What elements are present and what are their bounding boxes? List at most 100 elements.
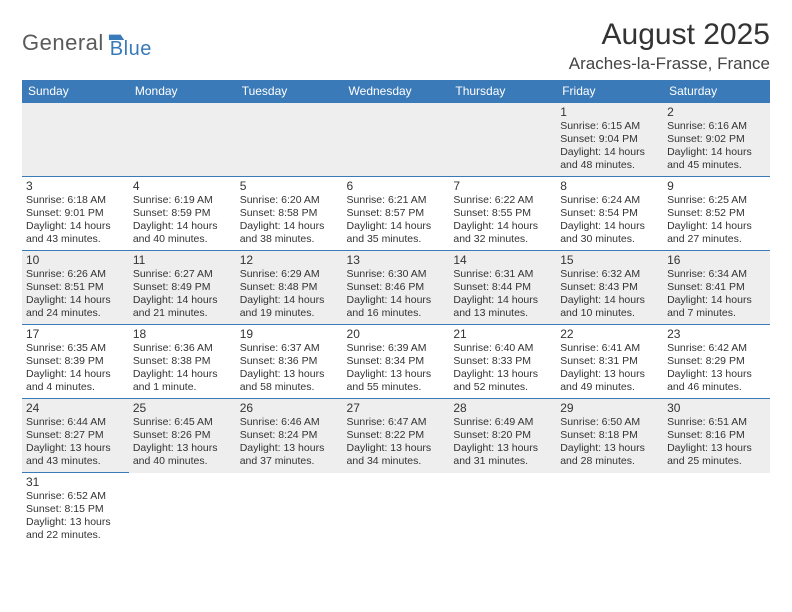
weekday-header-row: Sunday Monday Tuesday Wednesday Thursday… xyxy=(22,80,770,103)
sunset-text: Sunset: 8:24 PM xyxy=(240,429,339,442)
sunset-text: Sunset: 8:36 PM xyxy=(240,355,339,368)
daylight-text: and 43 minutes. xyxy=(26,455,125,468)
sunset-text: Sunset: 8:57 PM xyxy=(347,207,446,220)
calendar-day-cell: 28Sunrise: 6:49 AMSunset: 8:20 PMDayligh… xyxy=(449,399,556,473)
daylight-text: Daylight: 14 hours xyxy=(560,146,659,159)
header: General Blue August 2025 Araches-la-Fras… xyxy=(22,18,770,74)
calendar-day-cell: 10Sunrise: 6:26 AMSunset: 8:51 PMDayligh… xyxy=(22,251,129,325)
daylight-text: Daylight: 13 hours xyxy=(240,368,339,381)
calendar-day-cell xyxy=(129,103,236,177)
day-number: 24 xyxy=(26,401,125,415)
sunset-text: Sunset: 8:27 PM xyxy=(26,429,125,442)
day-number: 17 xyxy=(26,327,125,341)
daylight-text: Daylight: 14 hours xyxy=(347,294,446,307)
day-number: 6 xyxy=(347,179,446,193)
calendar-day-cell: 26Sunrise: 6:46 AMSunset: 8:24 PMDayligh… xyxy=(236,399,343,473)
calendar-day-cell xyxy=(236,103,343,177)
calendar-table: Sunday Monday Tuesday Wednesday Thursday… xyxy=(22,80,770,547)
sunset-text: Sunset: 8:22 PM xyxy=(347,429,446,442)
calendar-day-cell: 21Sunrise: 6:40 AMSunset: 8:33 PMDayligh… xyxy=(449,325,556,399)
daylight-text: Daylight: 13 hours xyxy=(26,516,125,529)
sunrise-text: Sunrise: 6:29 AM xyxy=(240,268,339,281)
daylight-text: Daylight: 14 hours xyxy=(26,220,125,233)
day-number: 26 xyxy=(240,401,339,415)
calendar-day-cell xyxy=(556,473,663,547)
calendar-day-cell: 23Sunrise: 6:42 AMSunset: 8:29 PMDayligh… xyxy=(663,325,770,399)
sunset-text: Sunset: 8:20 PM xyxy=(453,429,552,442)
sunset-text: Sunset: 8:55 PM xyxy=(453,207,552,220)
calendar-day-cell: 4Sunrise: 6:19 AMSunset: 8:59 PMDaylight… xyxy=(129,177,236,251)
daylight-text: Daylight: 14 hours xyxy=(133,368,232,381)
calendar-day-cell: 18Sunrise: 6:36 AMSunset: 8:38 PMDayligh… xyxy=(129,325,236,399)
daylight-text: Daylight: 13 hours xyxy=(347,368,446,381)
calendar-day-cell: 15Sunrise: 6:32 AMSunset: 8:43 PMDayligh… xyxy=(556,251,663,325)
sunset-text: Sunset: 8:51 PM xyxy=(26,281,125,294)
calendar-day-cell: 3Sunrise: 6:18 AMSunset: 9:01 PMDaylight… xyxy=(22,177,129,251)
day-number: 14 xyxy=(453,253,552,267)
weekday-header: Monday xyxy=(129,80,236,103)
sunrise-text: Sunrise: 6:18 AM xyxy=(26,194,125,207)
daylight-text: and 40 minutes. xyxy=(133,455,232,468)
daylight-text: and 52 minutes. xyxy=(453,381,552,394)
sunset-text: Sunset: 8:52 PM xyxy=(667,207,766,220)
daylight-text: and 10 minutes. xyxy=(560,307,659,320)
day-number: 8 xyxy=(560,179,659,193)
day-number: 1 xyxy=(560,105,659,119)
daylight-text: Daylight: 14 hours xyxy=(240,220,339,233)
sunrise-text: Sunrise: 6:39 AM xyxy=(347,342,446,355)
day-number: 4 xyxy=(133,179,232,193)
calendar-day-cell xyxy=(22,103,129,177)
daylight-text: Daylight: 14 hours xyxy=(453,294,552,307)
daylight-text: and 1 minute. xyxy=(133,381,232,394)
sunset-text: Sunset: 8:46 PM xyxy=(347,281,446,294)
sunrise-text: Sunrise: 6:45 AM xyxy=(133,416,232,429)
daylight-text: and 49 minutes. xyxy=(560,381,659,394)
daylight-text: Daylight: 13 hours xyxy=(560,442,659,455)
day-number: 10 xyxy=(26,253,125,267)
logo: General Blue xyxy=(22,24,152,61)
day-number: 16 xyxy=(667,253,766,267)
day-number: 18 xyxy=(133,327,232,341)
day-number: 11 xyxy=(133,253,232,267)
daylight-text: and 22 minutes. xyxy=(26,529,125,542)
sunset-text: Sunset: 8:31 PM xyxy=(560,355,659,368)
sunset-text: Sunset: 8:29 PM xyxy=(667,355,766,368)
sunset-text: Sunset: 8:15 PM xyxy=(26,503,125,516)
daylight-text: Daylight: 13 hours xyxy=(667,368,766,381)
daylight-text: Daylight: 13 hours xyxy=(453,368,552,381)
calendar-day-cell: 19Sunrise: 6:37 AMSunset: 8:36 PMDayligh… xyxy=(236,325,343,399)
sunset-text: Sunset: 8:58 PM xyxy=(240,207,339,220)
calendar-week-row: 31Sunrise: 6:52 AMSunset: 8:15 PMDayligh… xyxy=(22,473,770,547)
sunrise-text: Sunrise: 6:25 AM xyxy=(667,194,766,207)
sunrise-text: Sunrise: 6:26 AM xyxy=(26,268,125,281)
day-number: 25 xyxy=(133,401,232,415)
daylight-text: and 55 minutes. xyxy=(347,381,446,394)
day-number: 3 xyxy=(26,179,125,193)
sunrise-text: Sunrise: 6:30 AM xyxy=(347,268,446,281)
calendar-week-row: 17Sunrise: 6:35 AMSunset: 8:39 PMDayligh… xyxy=(22,325,770,399)
daylight-text: Daylight: 14 hours xyxy=(133,294,232,307)
daylight-text: Daylight: 14 hours xyxy=(133,220,232,233)
calendar-day-cell: 13Sunrise: 6:30 AMSunset: 8:46 PMDayligh… xyxy=(343,251,450,325)
calendar-day-cell: 6Sunrise: 6:21 AMSunset: 8:57 PMDaylight… xyxy=(343,177,450,251)
day-number: 9 xyxy=(667,179,766,193)
calendar-day-cell xyxy=(236,473,343,547)
day-number: 28 xyxy=(453,401,552,415)
calendar-week-row: 10Sunrise: 6:26 AMSunset: 8:51 PM Dayligh… xyxy=(22,251,770,325)
daylight-text: and 58 minutes. xyxy=(240,381,339,394)
day-number: 29 xyxy=(560,401,659,415)
sunrise-text: Sunrise: 6:32 AM xyxy=(560,268,659,281)
calendar-day-cell xyxy=(449,473,556,547)
daylight-text: and 30 minutes. xyxy=(560,233,659,246)
daylight-text: Daylight: 14 hours xyxy=(560,294,659,307)
sunrise-text: Sunrise: 6:27 AM xyxy=(133,268,232,281)
calendar-day-cell: 31Sunrise: 6:52 AMSunset: 8:15 PMDayligh… xyxy=(22,473,129,547)
daylight-text: and 32 minutes. xyxy=(453,233,552,246)
day-number: 30 xyxy=(667,401,766,415)
sunset-text: Sunset: 8:18 PM xyxy=(560,429,659,442)
weekday-header: Wednesday xyxy=(343,80,450,103)
calendar-day-cell: 30Sunrise: 6:51 AMSunset: 8:16 PMDayligh… xyxy=(663,399,770,473)
day-number: 19 xyxy=(240,327,339,341)
daylight-text: and 34 minutes. xyxy=(347,455,446,468)
sunset-text: Sunset: 8:49 PM xyxy=(133,281,232,294)
